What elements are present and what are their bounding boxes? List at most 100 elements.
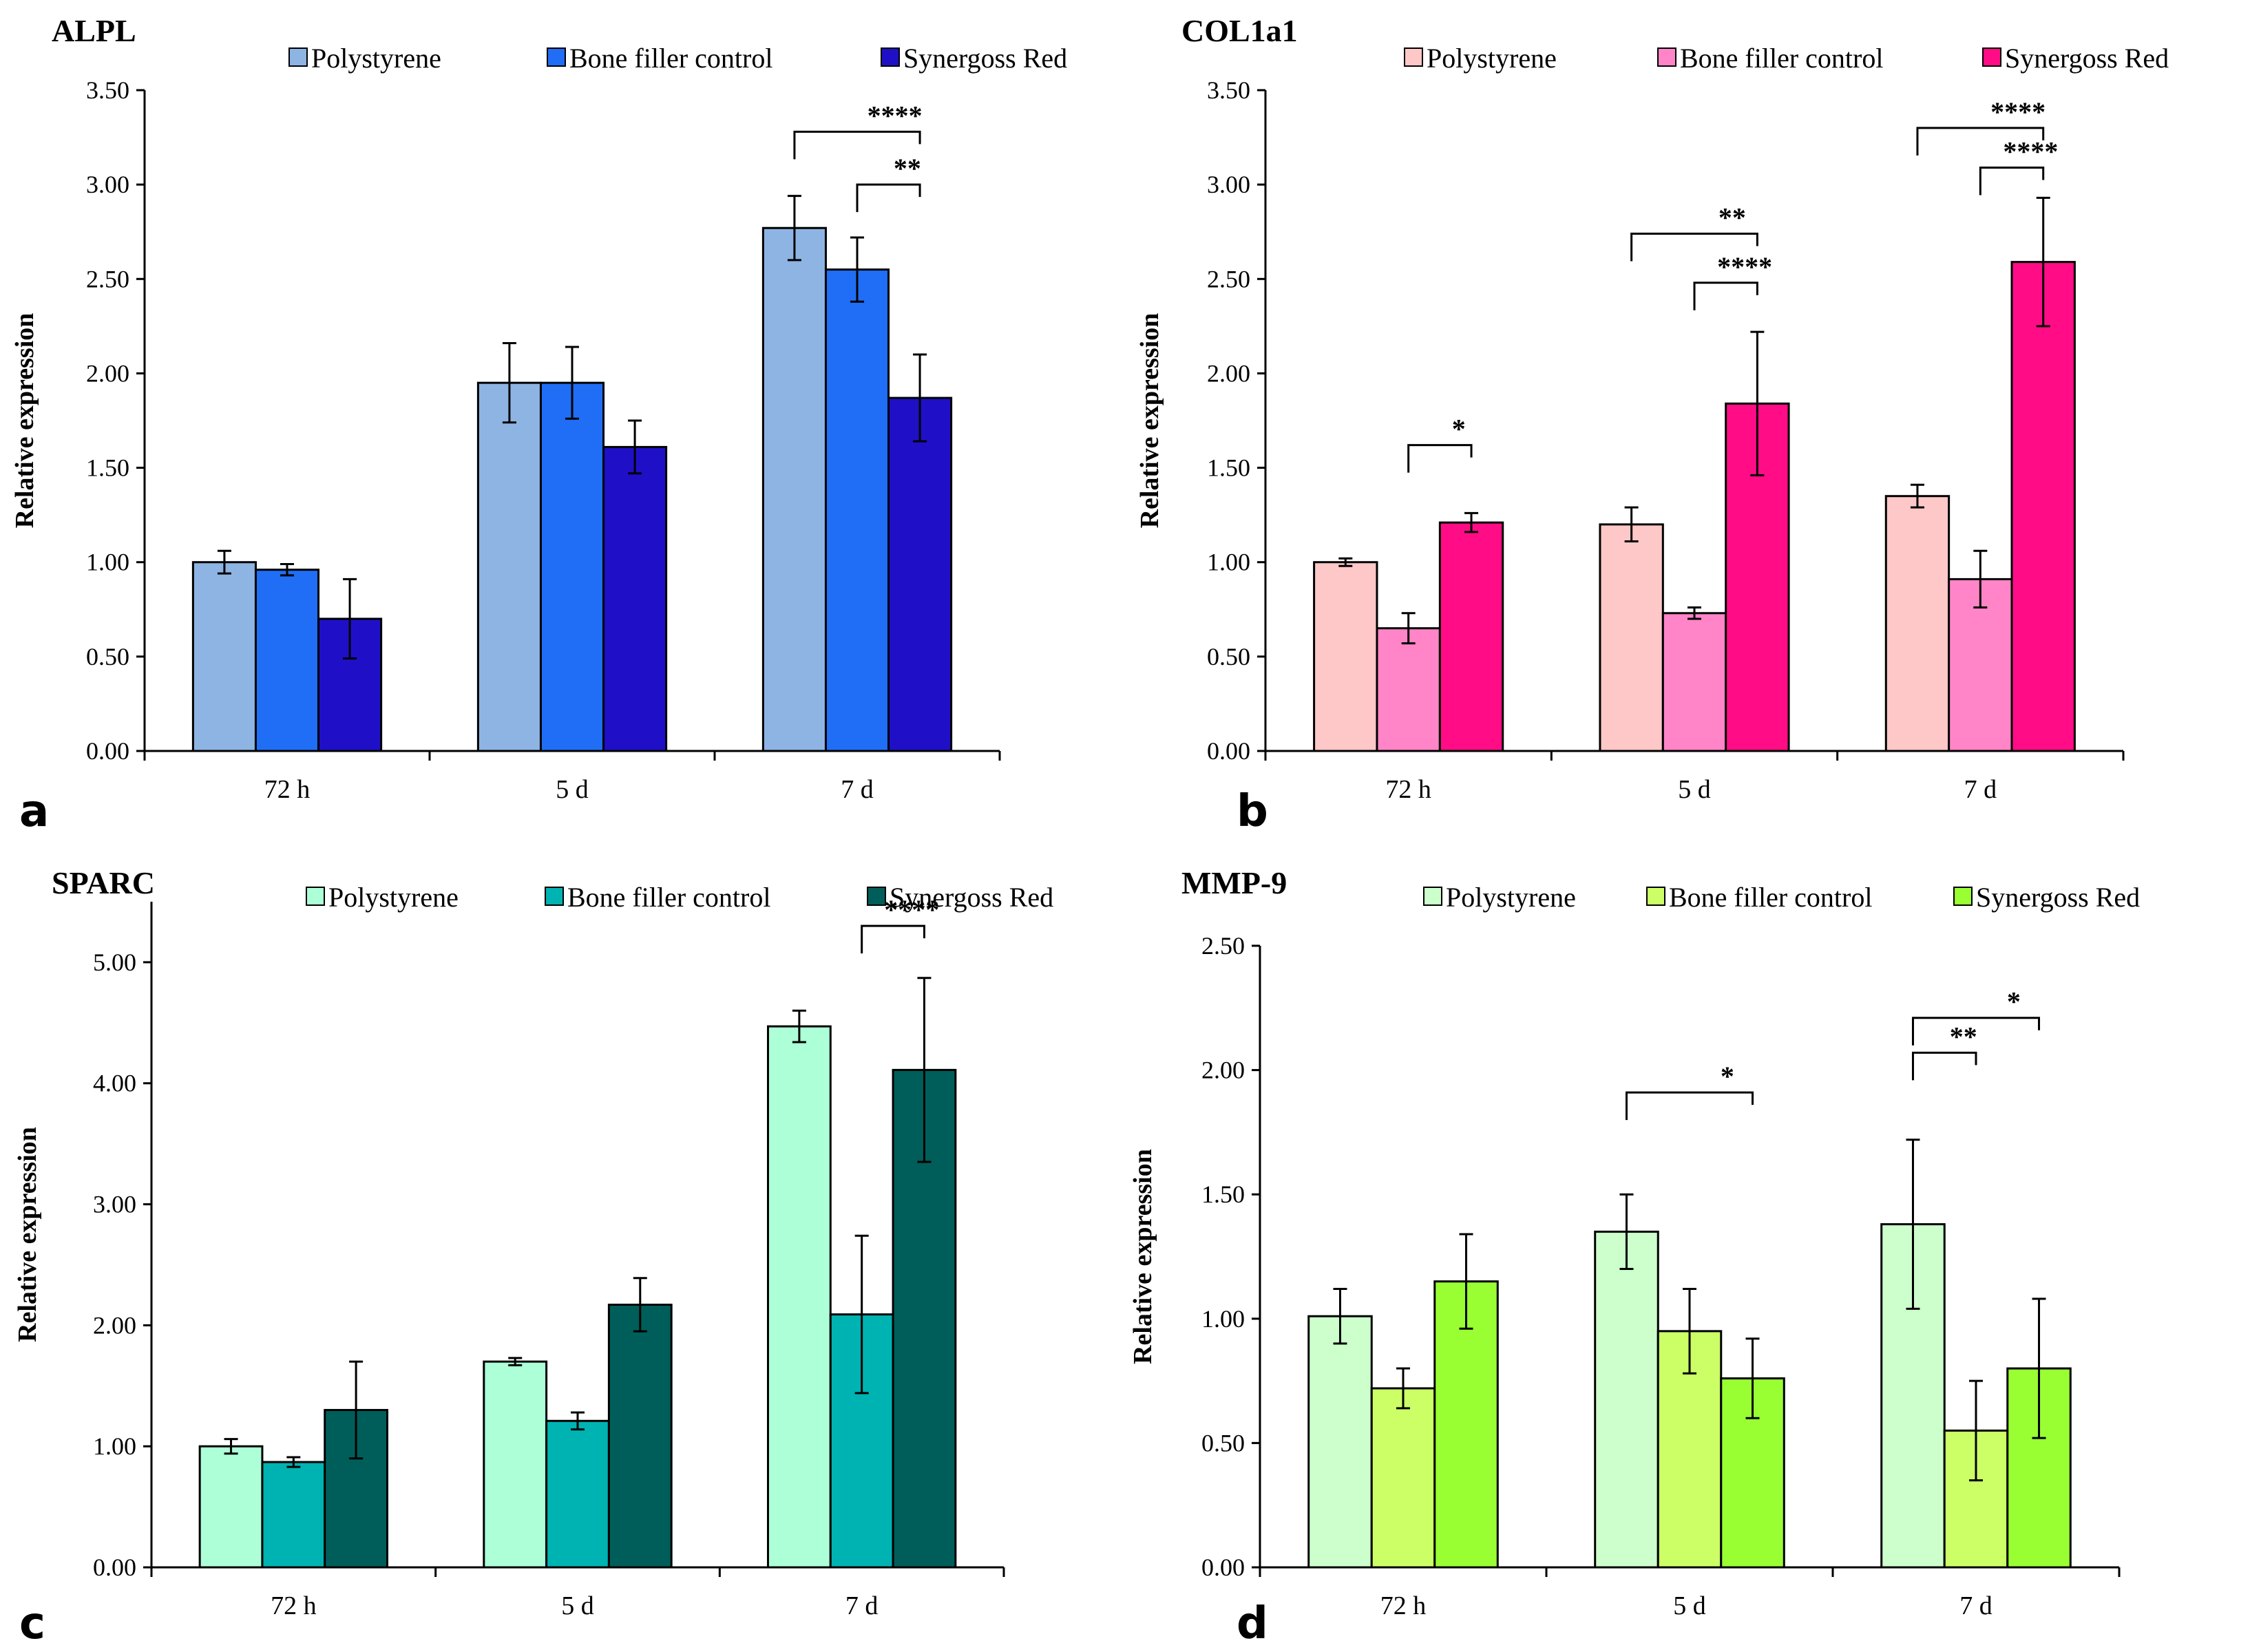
y-axis-label: Relative expression <box>13 1127 42 1342</box>
y-tick-label-2: 1.00 <box>1207 549 1250 576</box>
significance-label-1: ** <box>1718 202 1746 233</box>
bar-1-0 <box>1376 627 1441 752</box>
panel-b-col1a1: COL1a1 b Relative expression Polystyrene Bon… <box>1135 13 2169 837</box>
significance-bracket-1 <box>1630 232 1758 262</box>
panel-letter: b <box>1237 786 1268 837</box>
significance-label-4: **** <box>2003 136 2058 167</box>
legend-swatch-2 <box>867 887 886 906</box>
significance-bracket-4 <box>1979 166 2045 195</box>
significance-bracket-0 <box>1407 444 1473 473</box>
chart-title: SPARC <box>52 865 155 900</box>
legend-swatch-2 <box>881 47 900 67</box>
significance-label-0: **** <box>868 100 923 131</box>
y-axis-label: Relative expression <box>1128 1149 1157 1364</box>
y-tick-label-2: 1.00 <box>1201 1305 1245 1333</box>
y-tick-label-3: 3.00 <box>93 1191 136 1218</box>
y-tick-label-0: 0.00 <box>1201 1554 1245 1581</box>
y-tick-label-6: 3.00 <box>86 171 129 198</box>
bar-0-2 <box>1884 495 1951 752</box>
legend-label-1: Bone filler control <box>567 882 770 913</box>
y-tick-label-7: 3.50 <box>1207 76 1250 104</box>
significance-bracket-3 <box>1916 127 2045 156</box>
significance-label-2: **** <box>1717 251 1772 282</box>
x-tick-label-0: 72 h <box>271 1591 317 1620</box>
y-tick-label-3: 1.50 <box>1201 1180 1245 1208</box>
bar-0-2 <box>761 226 827 752</box>
legend-label-1: Bone filler control <box>1680 43 1883 74</box>
significance-label-1: ** <box>894 153 921 184</box>
legend-label-1: Bone filler control <box>569 43 772 74</box>
y-tick-label-2: 1.00 <box>86 549 129 576</box>
y-tick-label-1: 0.50 <box>1201 1429 1245 1457</box>
y-tick-label-5: 2.50 <box>86 265 129 293</box>
significance-bracket-2 <box>1693 282 1758 310</box>
x-tick-label-1: 5 d <box>1673 1591 1706 1620</box>
chart-title: COL1a1 <box>1181 13 1298 48</box>
y-tick-label-5: 2.50 <box>1201 932 1245 960</box>
legend-label-2: Synergoss Red <box>903 43 1067 74</box>
legend-label-2: Synergoss Red <box>2005 43 2169 74</box>
x-tick-label-0: 72 h <box>1385 775 1431 804</box>
legend-swatch-2 <box>1953 887 1973 906</box>
panel-letter: c <box>19 1598 45 1649</box>
bar-2-2 <box>2010 261 2076 752</box>
y-tick-label-7: 3.50 <box>86 76 129 104</box>
legend-label-2: Synergoss Red <box>1976 882 2140 913</box>
y-tick-label-0: 0.00 <box>1207 737 1250 765</box>
legend-label-0: Polystyrene <box>311 43 441 74</box>
bar-2-0 <box>1438 521 1504 752</box>
panel-a-alpl: ALPL a Relative expression Polystyrene Bone … <box>10 13 1067 837</box>
y-tick-label-4: 4.00 <box>93 1070 136 1097</box>
y-tick-label-1: 0.50 <box>1207 643 1250 670</box>
y-tick-label-3: 1.50 <box>86 454 129 482</box>
significance-label-2: * <box>2007 986 2021 1017</box>
legend-swatch-2 <box>1982 47 2001 67</box>
bar-1-0 <box>261 1461 326 1569</box>
x-tick-label-1: 5 d <box>556 775 589 804</box>
legend-swatch-1 <box>1646 887 1665 906</box>
y-tick-label-1: 1.00 <box>93 1432 136 1460</box>
legend-label-1: Bone filler control <box>1669 882 1872 913</box>
significance-bracket-0 <box>1625 1091 1754 1121</box>
legend-label-0: Polystyrene <box>1446 882 1576 913</box>
bar-0-0 <box>1313 561 1378 752</box>
bar-1-0 <box>254 569 320 752</box>
x-tick-label-2: 7 d <box>1959 1591 1993 1620</box>
y-tick-label-0: 0.00 <box>86 737 129 765</box>
significance-bracket-2 <box>1911 1017 2041 1046</box>
significance-bracket-0 <box>861 924 925 954</box>
legend-swatch-0 <box>1423 887 1442 906</box>
y-axis-label: Relative expression <box>1135 313 1164 529</box>
legend-swatch-1 <box>545 887 564 906</box>
bar-1-2 <box>824 268 890 752</box>
bar-0-1 <box>476 381 542 752</box>
chart-title: MMP-9 <box>1181 865 1287 900</box>
panel-d-mmp9: MMP-9 d Relative expression Polystyrene Bone… <box>1128 865 2140 1649</box>
bar-1-1 <box>1661 612 1727 752</box>
legend-label-2: Synergoss Red <box>890 882 1053 913</box>
bar-1-0 <box>1370 1387 1436 1569</box>
bar-0-0 <box>191 561 257 752</box>
x-tick-label-0: 72 h <box>1380 1591 1427 1620</box>
significance-bracket-0 <box>793 130 921 160</box>
x-tick-label-0: 72 h <box>264 775 311 804</box>
bar-0-2 <box>766 1025 832 1569</box>
legend-swatch-0 <box>288 47 308 67</box>
legend-swatch-1 <box>1657 47 1676 67</box>
bar-1-1 <box>545 1419 610 1569</box>
panel-letter: d <box>1237 1598 1268 1649</box>
x-tick-label-2: 7 d <box>1964 775 1997 804</box>
y-tick-label-5: 5.00 <box>93 949 136 976</box>
bar-0-1 <box>1594 1230 1659 1569</box>
legend-swatch-0 <box>306 887 325 906</box>
x-tick-label-1: 5 d <box>1678 775 1711 804</box>
y-axis-label: Relative expression <box>10 313 39 529</box>
significance-label-3: **** <box>1990 96 2046 127</box>
bar-0-1 <box>483 1360 548 1569</box>
significance-bracket-1 <box>1911 1051 1977 1081</box>
y-tick-label-6: 3.00 <box>1207 171 1250 198</box>
panel-letter: a <box>19 786 49 837</box>
bar-0-0 <box>198 1445 264 1569</box>
